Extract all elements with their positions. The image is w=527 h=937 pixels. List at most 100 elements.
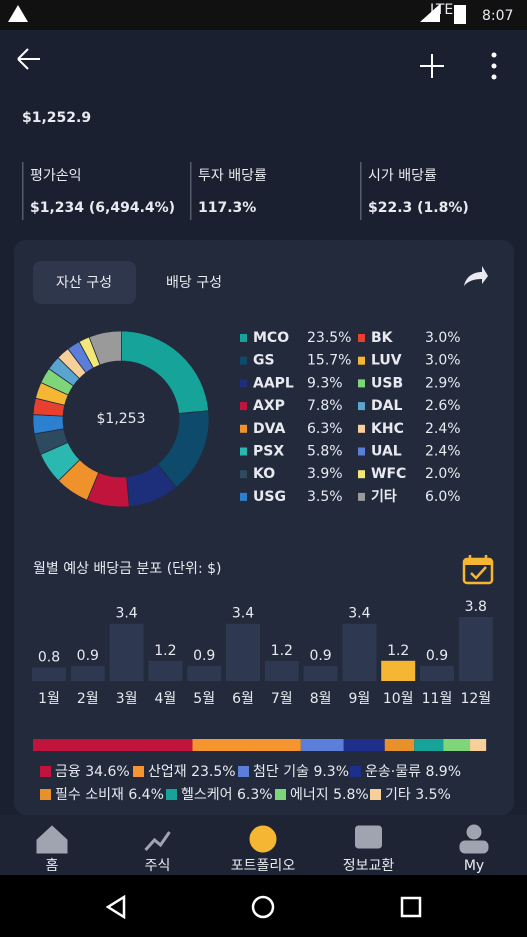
stat-divider — [190, 162, 192, 220]
tab: 배당 구성 — [166, 275, 222, 291]
month-label: 9월 — [349, 691, 371, 707]
month-label: 12월 — [460, 691, 491, 707]
sector-swatch — [40, 789, 51, 800]
sector-name: 헬스케어 — [181, 787, 233, 803]
legend-name: LUV — [371, 353, 402, 369]
nav-label[interactable]: 포트폴리오 — [231, 858, 296, 874]
donut-center: $1,253 — [97, 411, 146, 427]
bar-label: 3.4 — [348, 606, 370, 622]
sector-value: 9.3% — [313, 764, 349, 780]
stat-value: $1,234 (6,494.4%) — [30, 200, 175, 216]
nav-label[interactable]: 정보교환 — [343, 858, 395, 874]
add-button[interactable] — [420, 54, 444, 78]
month-bar — [70, 665, 105, 681]
sector-value: 3.5% — [415, 787, 451, 803]
legend-name: USB — [371, 375, 403, 391]
stat-label: 평가손익 — [30, 168, 82, 184]
back-key[interactable] — [105, 894, 126, 920]
legend-swatch — [240, 424, 247, 433]
legend-value: 3.0% — [425, 353, 461, 369]
month-label: 1월 — [38, 691, 60, 707]
sector-legend: 운송·물류 8.9% — [365, 764, 461, 780]
bar-label: 3.4 — [115, 606, 137, 622]
sector-swatch — [40, 766, 51, 777]
sector-swatch — [370, 789, 381, 800]
home-key[interactable] — [251, 895, 275, 919]
stat-label: 시가 배당률 — [368, 168, 437, 184]
calendar-icon[interactable] — [462, 555, 494, 585]
user-head — [466, 824, 482, 840]
legend-swatch — [240, 402, 247, 411]
user-body — [459, 840, 489, 854]
month-bar — [303, 665, 338, 681]
sector-name: 금융 — [55, 764, 81, 780]
sector-legend: 필수 소비재 6.4% — [55, 787, 164, 803]
legend-value: 5.8% — [307, 444, 343, 460]
legend-swatch — [240, 470, 247, 479]
month-bar — [420, 665, 454, 681]
nav-label[interactable]: 홈 — [46, 858, 59, 874]
stat-value: 117.3% — [198, 200, 256, 216]
sector-swatch — [350, 766, 361, 777]
sector-swatch — [166, 789, 177, 800]
legend-value: 3.9% — [307, 466, 343, 482]
legend-value: 6.0% — [425, 489, 461, 505]
more-button[interactable] — [491, 52, 497, 80]
month-label: 8월 — [310, 691, 332, 707]
recents-key[interactable] — [400, 896, 422, 918]
sector-name: 첨단 기술 — [253, 764, 309, 780]
legend-swatch — [358, 379, 365, 388]
month-bar — [264, 660, 299, 681]
pie-icon — [249, 825, 277, 853]
legend-name: WFC — [371, 466, 406, 482]
tab: 자산 구성 — [56, 275, 112, 291]
sector-segment — [33, 739, 193, 751]
bar-label: 1.2 — [154, 643, 176, 659]
month-label: 3월 — [116, 691, 138, 707]
legend-swatch — [240, 356, 247, 365]
month-label: 4월 — [155, 691, 177, 707]
bar-label: 0.8 — [38, 650, 60, 666]
nav-label[interactable]: My — [464, 858, 484, 874]
legend-value: 2.4% — [425, 444, 461, 460]
legend-name: GS — [253, 353, 275, 369]
legend-value: 9.3% — [307, 375, 343, 391]
donut-slice — [88, 330, 122, 366]
nav-icon — [36, 825, 68, 854]
monthly-title: 월별 예상 배당금 분포 (단위: $) — [33, 561, 221, 577]
share-button[interactable] — [464, 266, 488, 286]
legend-name: DVA — [253, 421, 286, 437]
legend-swatch — [358, 447, 365, 456]
month-bar — [32, 667, 66, 681]
legend-swatch — [358, 402, 365, 411]
tab-active[interactable] — [33, 261, 136, 304]
legend-name: BK — [371, 330, 394, 346]
chat-icon — [355, 825, 382, 849]
legend-value: 2.9% — [425, 375, 461, 391]
sector-swatch — [238, 766, 249, 777]
legend-value: 3.5% — [307, 489, 343, 505]
sector-segment — [414, 739, 444, 751]
sector-name: 산업재 — [148, 764, 187, 780]
legend-value: 23.5% — [307, 330, 351, 346]
legend-swatch — [358, 492, 365, 501]
nav-icon — [144, 831, 171, 852]
month-label: 11월 — [422, 691, 453, 707]
legend-swatch — [240, 379, 247, 388]
nav-icon — [249, 825, 277, 853]
nav-label[interactable]: 주식 — [145, 858, 171, 874]
alert-icon — [8, 5, 28, 22]
sector-value: 34.6% — [85, 764, 129, 780]
back-button[interactable] — [17, 48, 40, 70]
month-bar — [381, 660, 416, 681]
bar-label: 3.4 — [232, 606, 254, 622]
system-nav — [0, 875, 527, 937]
sector-legend: 첨단 기술 9.3% — [253, 764, 349, 780]
legend-name: UAL — [371, 444, 402, 460]
legend-value: 7.8% — [307, 398, 343, 414]
sector-legend: 에너지 5.8% — [290, 787, 369, 803]
legend-swatch — [358, 356, 365, 365]
sector-name: 운송·물류 — [365, 764, 421, 780]
stat-value: $22.3 (1.8%) — [368, 200, 469, 216]
